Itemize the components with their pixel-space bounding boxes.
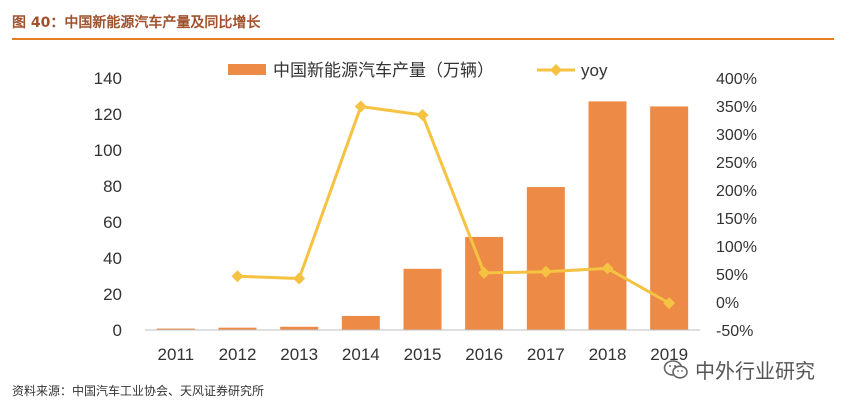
bar-2015	[403, 268, 442, 330]
bar-2019	[650, 106, 689, 330]
y-tick-label: 60	[103, 213, 122, 232]
x-tick-label: 2011	[158, 345, 195, 364]
right-axis: -50% 0% 50% 100% 150% 200% 250% 300% 350% 400%	[716, 71, 757, 340]
y-tick-label: 0	[113, 321, 122, 340]
yoy-point-2013	[293, 272, 306, 285]
source-note: 资料来源：中国汽车工业协会、天风证券研究所	[12, 384, 265, 398]
left-axis: 0 20 40 60 80 100 120 140	[94, 69, 122, 340]
watermark: 中外行业研究	[663, 355, 815, 384]
x-tick-label: 2017	[527, 345, 565, 364]
x-tick-label: 2013	[280, 345, 318, 364]
yoy-point-2017	[539, 265, 552, 278]
bar-2016	[465, 236, 504, 330]
y-tick-label: 100	[94, 141, 122, 160]
x-tick-label: 2014	[342, 345, 380, 364]
yoy-point-2014	[354, 100, 367, 113]
bar-2017	[526, 187, 565, 330]
bar-2012	[218, 327, 257, 330]
y2-tick-label: 150%	[716, 211, 757, 228]
yoy-point-2012	[231, 270, 244, 283]
x-tick-label: 2018	[589, 345, 627, 364]
yoy-point-2018	[601, 262, 614, 275]
x-tick-label: 2012	[219, 345, 257, 364]
y2-tick-label: 0%	[716, 295, 739, 312]
bar-2013	[280, 326, 319, 330]
y2-tick-label: 100%	[716, 239, 757, 256]
y-tick-label: 20	[103, 285, 122, 304]
legend-label-line: yoy	[581, 61, 608, 80]
legend: 中国新能源汽车产量（万辆） yoy	[228, 61, 608, 80]
legend-label-bar: 中国新能源汽车产量（万辆）	[273, 61, 494, 80]
yoy-point-2015	[416, 108, 429, 121]
x-axis: 2011 2012 2013 2014 2015 2016 2017 2018 2019	[145, 329, 700, 364]
bar-2011	[156, 328, 195, 330]
legend-marker-line	[550, 64, 562, 76]
y-tick-label: 40	[103, 249, 122, 268]
yoy-point-2016	[478, 266, 491, 279]
y-tick-label: 140	[94, 69, 122, 88]
y2-tick-label: 200%	[716, 183, 757, 200]
y-tick-label: 80	[103, 177, 122, 196]
wechat-icon	[663, 359, 689, 381]
bar-2014	[341, 315, 380, 330]
y-tick-label: 120	[94, 105, 122, 124]
x-tick-label: 2016	[465, 345, 503, 364]
y2-tick-label: 50%	[716, 267, 748, 284]
y2-tick-label: 250%	[716, 155, 757, 172]
legend-swatch-bar	[228, 64, 266, 75]
yoy-line	[237, 105, 670, 305]
y2-tick-label: 350%	[716, 99, 757, 116]
bar-2018	[588, 101, 627, 331]
bar-series	[156, 101, 689, 331]
title-divider	[12, 38, 834, 40]
x-tick-label: 2019	[650, 345, 688, 364]
y2-tick-label: -50%	[716, 323, 753, 340]
yoy-point-2019	[663, 297, 676, 310]
y2-tick-label: 300%	[716, 127, 757, 144]
chart-title: 图 40：中国新能源汽车产量及同比增长	[12, 15, 261, 31]
line-series	[231, 100, 676, 310]
x-tick-label: 2015	[404, 345, 442, 364]
y2-tick-label: 400%	[716, 71, 757, 88]
watermark-text: 中外行业研究	[695, 359, 815, 383]
